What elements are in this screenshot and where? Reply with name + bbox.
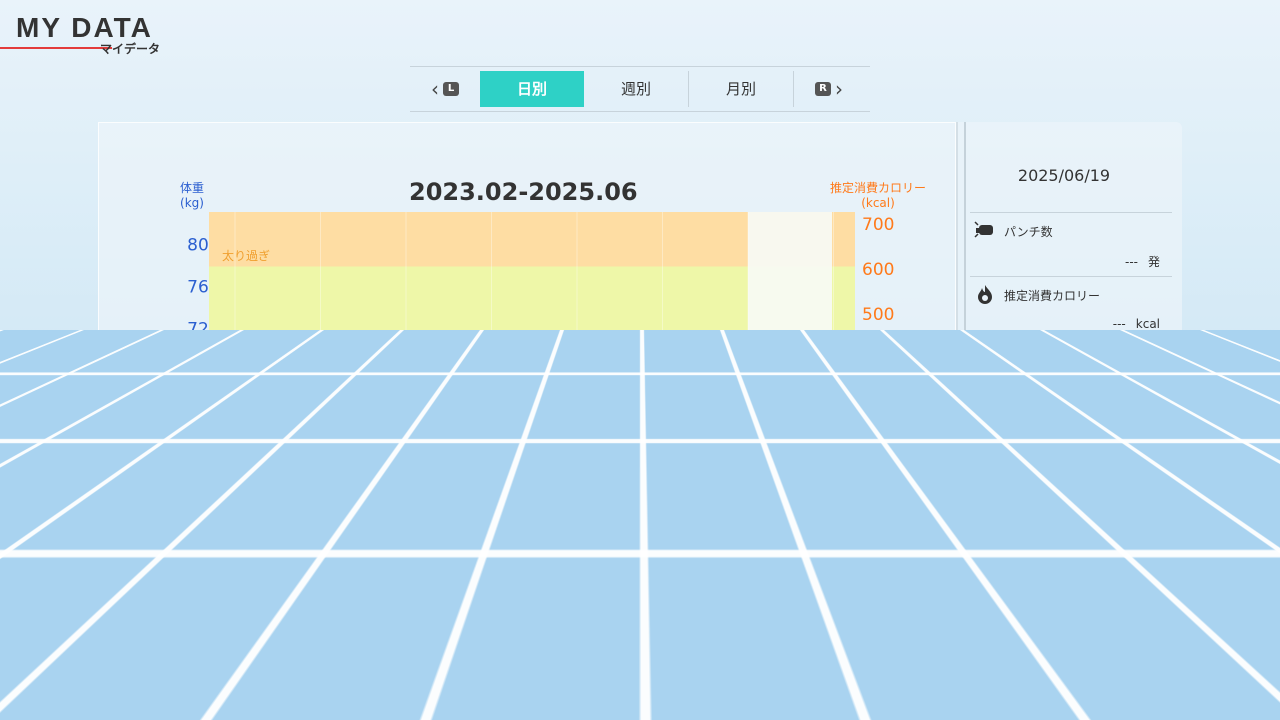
calorie-value: --- kcal bbox=[1113, 317, 1160, 331]
punch-number: --- bbox=[1125, 255, 1138, 269]
weight-value: 65.0 kg bbox=[1098, 445, 1160, 465]
left-tick-label: 52 bbox=[187, 529, 209, 549]
weight-point bbox=[787, 398, 796, 407]
x-tick-label: 06/16 bbox=[509, 564, 555, 583]
muscle-icon bbox=[974, 347, 996, 369]
zone-label-0: 太り過ぎ bbox=[222, 248, 270, 263]
calculator-icon bbox=[974, 475, 996, 497]
x-tick-label: 06/19 bbox=[768, 564, 814, 583]
zone-label-1: 太り気味 bbox=[222, 387, 270, 402]
right-axis-label: 推定消費カロリー bbox=[830, 180, 926, 195]
flame-icon bbox=[974, 283, 996, 305]
right-tick-label: 200 bbox=[862, 439, 894, 459]
body-age-value: --- 歳 bbox=[1125, 381, 1160, 398]
back-label: 戻る bbox=[1177, 682, 1213, 708]
detail-date: 2025/06/19 bbox=[958, 166, 1170, 185]
left-tick-label: 68 bbox=[187, 361, 209, 381]
weight-number: 65.0 bbox=[1098, 445, 1136, 465]
selected-day-highlight bbox=[748, 212, 832, 537]
zone-label-2: 標準 bbox=[222, 518, 246, 533]
chart-title: 2023.02-2025.06 bbox=[409, 178, 638, 206]
bmi-row: BMI 25.4 bbox=[970, 468, 1172, 532]
bmi-value: 25.4 bbox=[1122, 507, 1160, 527]
scale-icon bbox=[974, 411, 996, 433]
punch-unit: 発 bbox=[1148, 255, 1160, 269]
right-tick-label: 600 bbox=[862, 260, 894, 280]
punch-count-row: パンチ数 --- 発 bbox=[970, 212, 1172, 276]
calorie-bar bbox=[429, 447, 463, 537]
target-label: 目標 bbox=[181, 425, 203, 439]
x-tick-label: 2 bbox=[200, 564, 210, 583]
weight-calorie-chart: 太り過ぎ太り気味標準 80 76 72 68 64 60 56 52 700 600 500 400… bbox=[0, 0, 960, 660]
right-tick-label: 500 bbox=[862, 305, 894, 325]
right-tick-label: 700 bbox=[862, 215, 894, 235]
side-divider bbox=[970, 532, 1172, 533]
year-label: 2025 bbox=[776, 544, 807, 558]
chart-scroll-handle[interactable] bbox=[851, 601, 857, 607]
right-tick-label: 0 bbox=[862, 529, 873, 549]
bmi-number: 25.4 bbox=[1122, 507, 1160, 527]
body-age-label: カラダ年齢 bbox=[1004, 351, 1064, 368]
x-tick-label: 06/13 bbox=[250, 564, 296, 583]
bmi-label: BMI bbox=[1004, 479, 1026, 493]
left-tick-label: 72 bbox=[187, 319, 209, 339]
x-tick-label: 06/17 bbox=[595, 564, 641, 583]
punch-label: パンチ数 bbox=[1004, 223, 1053, 240]
weight-point bbox=[441, 390, 450, 399]
punch-icon bbox=[974, 219, 996, 241]
body-age-row: カラダ年齢 --- 歳 bbox=[970, 340, 1172, 404]
left-tick-label: 76 bbox=[187, 277, 209, 297]
weight-point bbox=[614, 391, 623, 400]
body-age-unit: 歳 bbox=[1148, 383, 1160, 397]
left-axis-label: 体重 bbox=[180, 181, 204, 195]
day-detail-panel: 2025/06/19 パンチ数 --- 発 推定消費カロリー --- kcal カラ… bbox=[956, 122, 1182, 654]
b-button-icon: B bbox=[1145, 684, 1167, 706]
weight-label: 体重 bbox=[1004, 415, 1028, 432]
right-tick-label: 400 bbox=[862, 350, 894, 370]
right-tick-label: 100 bbox=[862, 484, 894, 504]
calorie-row: 推定消費カロリー --- kcal bbox=[970, 276, 1172, 340]
left-tick-label: 80 bbox=[187, 235, 209, 255]
right-tick-label: 300 bbox=[862, 395, 894, 415]
calorie-number: --- bbox=[1113, 317, 1126, 331]
back-button[interactable]: B 戻る bbox=[1145, 682, 1213, 708]
left-tick-label: 64 bbox=[187, 403, 209, 423]
left-tick-label: 56 bbox=[187, 487, 209, 507]
x-tick-label: 06/14 bbox=[337, 564, 383, 583]
x-tick-label: 06/15 bbox=[423, 564, 469, 583]
x-tick-label: 06/18 bbox=[682, 564, 728, 583]
body-age-number: --- bbox=[1125, 383, 1138, 397]
punch-value: --- 発 bbox=[1125, 253, 1160, 270]
weight-point bbox=[528, 388, 537, 397]
left-tick-label: 60 bbox=[187, 445, 209, 465]
calorie-unit: kcal bbox=[1136, 317, 1160, 331]
panel-divider bbox=[964, 122, 966, 654]
weight-point bbox=[269, 396, 278, 405]
right-axis-unit: (kcal) bbox=[861, 196, 895, 210]
calorie-label: 推定消費カロリー bbox=[1004, 287, 1100, 304]
weight-point bbox=[355, 407, 364, 416]
weight-row: 体重 65.0 kg bbox=[970, 404, 1172, 468]
weight-unit: kg bbox=[1145, 449, 1160, 463]
left-axis-unit: (kg) bbox=[180, 196, 204, 210]
weight-point bbox=[700, 391, 709, 400]
